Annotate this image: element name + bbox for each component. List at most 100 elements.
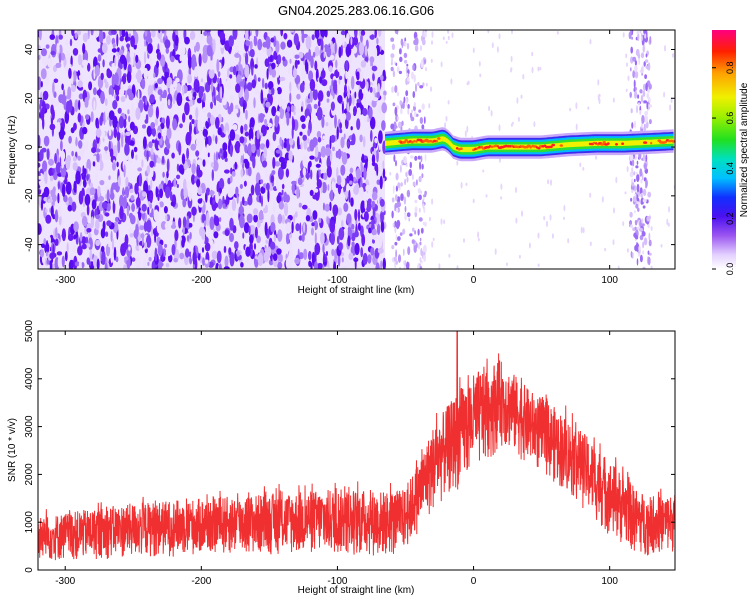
heatmap-cell (135, 197, 141, 208)
heatmap-cell (539, 66, 542, 71)
heatmap-cell (156, 60, 159, 69)
heatmap-cell (215, 116, 220, 129)
heatmap-cell (231, 199, 237, 211)
heatmap-cell (635, 203, 639, 209)
heatmap-cell (302, 167, 306, 176)
heatmap-cell (326, 165, 332, 178)
heatmap-cell (269, 54, 273, 62)
heatmap-cell (232, 124, 238, 131)
heatmap-cell (240, 200, 243, 214)
heatmap-cell (239, 184, 243, 189)
heatmap-cell (45, 251, 48, 257)
heatmap-cell (612, 239, 615, 246)
heatmap-cell (330, 134, 336, 143)
heatmap-cell (510, 68, 512, 73)
heatmap-cell (116, 161, 119, 168)
heatmap-cell (310, 169, 313, 180)
heatmap-cell (406, 43, 410, 50)
heatmap-cell (423, 252, 426, 256)
heatmap-cell (272, 131, 277, 142)
heatmap-cell (305, 215, 311, 222)
heatmap-cell (321, 79, 328, 87)
heatmap-cell (198, 243, 201, 254)
signal-hotspot (493, 144, 499, 148)
heatmap-cell (232, 30, 238, 40)
heatmap-cell (380, 212, 384, 222)
heatmap-cell (423, 244, 427, 254)
heatmap-cell (245, 246, 251, 257)
heatmap-cell (320, 232, 325, 245)
heatmap-cell (381, 120, 386, 131)
heatmap-cell (414, 199, 418, 204)
heatmap-cell (362, 200, 365, 213)
heatmap-cell (409, 233, 413, 237)
heatmap-cell (109, 148, 114, 158)
heatmap-cell (355, 168, 361, 180)
heatmap-cell (366, 81, 369, 91)
heatmap-cell (304, 59, 308, 72)
heatmap-cell (363, 116, 368, 122)
heatmap-cell (341, 100, 344, 114)
heatmap-cell (131, 203, 136, 212)
heatmap-cell (147, 261, 150, 266)
heatmap-cell (250, 138, 253, 145)
heatmap-cell (253, 214, 258, 223)
heatmap-cell (645, 65, 649, 69)
heatmap-cell (224, 229, 230, 237)
heatmap-cell (71, 30, 75, 37)
heatmap-cell (597, 79, 600, 86)
heatmap-cell (144, 241, 148, 250)
heatmap-cell (227, 106, 232, 115)
heatmap-cell (38, 54, 41, 61)
heatmap-cell (210, 80, 214, 93)
heatmap-cell (383, 90, 387, 96)
heatmap-cell (245, 109, 248, 120)
heatmap-cell (395, 207, 399, 213)
heatmap-cell (331, 248, 335, 257)
heatmap-cell (615, 176, 618, 184)
heatmap-cell (641, 114, 645, 124)
heatmap-cell (266, 68, 269, 80)
heatmap-cell (326, 216, 330, 225)
heatmap-cell (157, 78, 163, 85)
heatmap-cell (431, 31, 434, 38)
heatmap-cell (253, 97, 256, 109)
signal-hotspot (529, 145, 532, 149)
heatmap-cell (58, 30, 62, 36)
heatmap-cell (156, 52, 162, 60)
heatmap-cell (235, 83, 241, 93)
heatmap-cell (66, 51, 71, 64)
heatmap-cell (236, 251, 240, 257)
heatmap-cell (648, 252, 652, 256)
heatmap-cell (626, 248, 629, 253)
heatmap-cell (450, 78, 453, 85)
heatmap-cell (393, 256, 397, 262)
heatmap-cell (106, 69, 113, 79)
heatmap-cell (367, 198, 372, 204)
heatmap-cell (451, 32, 454, 39)
heatmap-cell (173, 257, 178, 263)
heatmap-cell (39, 149, 44, 161)
heatmap-cell (52, 81, 55, 95)
heatmap-cell (243, 180, 247, 187)
heatmap-cell (634, 226, 637, 230)
heatmap-cell (369, 86, 373, 93)
heatmap-cell (642, 241, 645, 249)
heatmap-cell (364, 45, 368, 57)
heatmap-cell (172, 118, 178, 131)
heatmap-cell (631, 122, 634, 129)
heatmap-cell (190, 143, 197, 151)
heatmap-cell (637, 207, 640, 212)
heatmap-cell (510, 55, 513, 63)
heatmap-cell (65, 65, 68, 73)
snr-y-ticks: 0 1000 2000 3000 4000 5000 (24, 319, 675, 573)
heatmap-cell (375, 262, 380, 269)
heatmap-cell (208, 68, 215, 79)
heatmap-cell (231, 171, 236, 177)
heatmap-cell (259, 192, 262, 204)
heatmap-cell (204, 242, 211, 252)
heatmap-cell (238, 61, 241, 68)
heatmap-cell (398, 121, 402, 129)
heatmap-cell (394, 85, 398, 93)
heatmap-cell (293, 214, 296, 224)
